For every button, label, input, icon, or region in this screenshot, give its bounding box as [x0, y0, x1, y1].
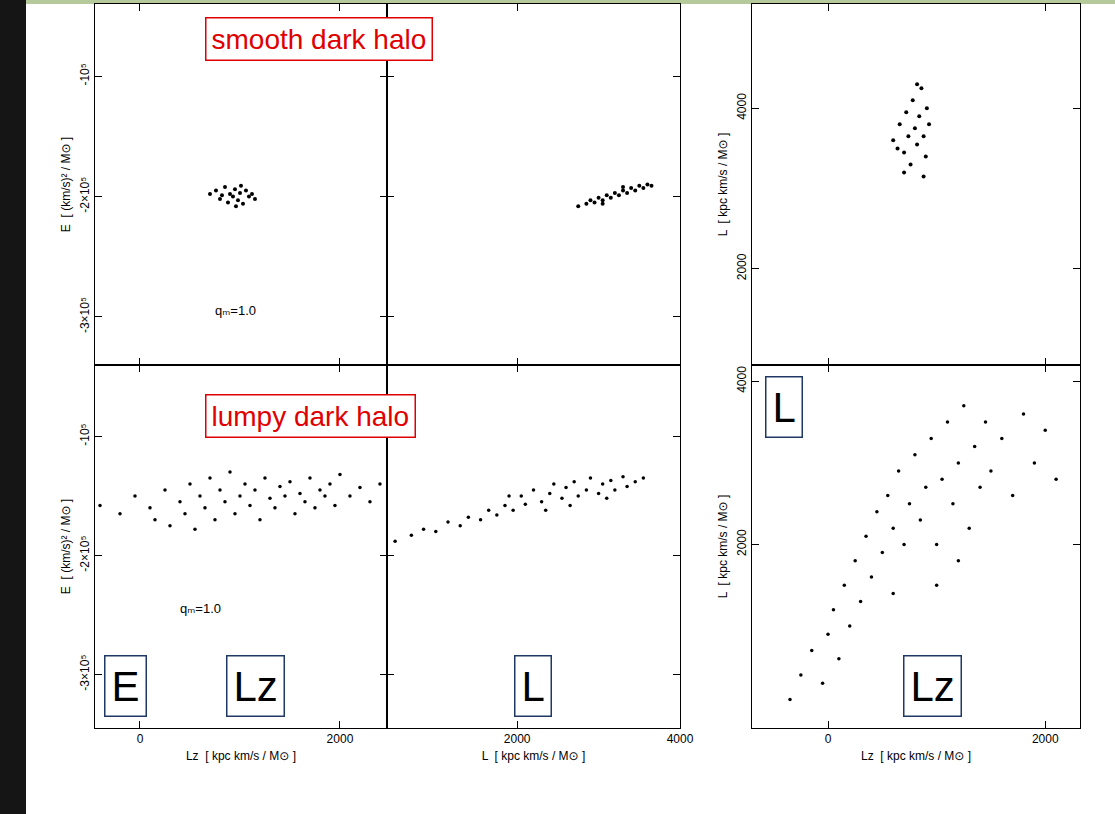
- svg-text:-10⁵: -10⁵: [78, 63, 92, 85]
- svg-text:0: 0: [137, 732, 144, 746]
- svg-text:-2×10⁵: -2×10⁵: [78, 177, 92, 213]
- svg-text:Lz: Lz: [234, 663, 278, 710]
- svg-text:L [ kpc km/s / M⊙ ]: L [ kpc km/s / M⊙ ]: [482, 749, 586, 763]
- svg-text:2000: 2000: [735, 253, 749, 280]
- svg-text:E [ (km/s)² / M⊙ ]: E [ (km/s)² / M⊙ ]: [60, 499, 74, 594]
- svg-text:4000: 4000: [667, 732, 694, 746]
- svg-text:lumpy dark halo: lumpy dark halo: [212, 401, 410, 432]
- svg-text:0: 0: [825, 732, 832, 746]
- svg-text:E: E: [112, 663, 140, 710]
- svg-text:2000: 2000: [735, 529, 749, 556]
- svg-text:-3×10⁵: -3×10⁵: [78, 297, 92, 333]
- svg-text:Lz: Lz: [911, 663, 955, 710]
- svg-text:qₘ=1.0: qₘ=1.0: [215, 303, 256, 318]
- svg-text:-3×10⁵: -3×10⁵: [78, 655, 92, 691]
- svg-text:-2×10⁵: -2×10⁵: [78, 536, 92, 572]
- svg-text:L [ kpc km/s / M⊙ ]: L [ kpc km/s / M⊙ ]: [716, 495, 730, 599]
- svg-text:L: L: [773, 384, 796, 431]
- svg-text:2000: 2000: [504, 732, 531, 746]
- svg-text:L [ kpc km/s / M⊙ ]: L [ kpc km/s / M⊙ ]: [716, 133, 730, 237]
- svg-text:smooth dark halo: smooth dark halo: [212, 24, 427, 55]
- svg-text:L: L: [522, 663, 545, 710]
- svg-text:Lz [ kpc km/s / M⊙ ]: Lz [ kpc km/s / M⊙ ]: [861, 749, 971, 763]
- svg-text:2000: 2000: [327, 732, 354, 746]
- svg-text:qₘ=1.0: qₘ=1.0: [180, 601, 221, 616]
- svg-text:2000: 2000: [1032, 732, 1059, 746]
- svg-text:4000: 4000: [735, 366, 749, 393]
- svg-text:Lz [ kpc km/s / M⊙ ]: Lz [ kpc km/s / M⊙ ]: [186, 749, 296, 763]
- svg-text:-10⁵: -10⁵: [78, 423, 92, 445]
- svg-text:4000: 4000: [735, 93, 749, 120]
- svg-text:E [ (km/s)² / M⊙ ]: E [ (km/s)² / M⊙ ]: [60, 137, 74, 232]
